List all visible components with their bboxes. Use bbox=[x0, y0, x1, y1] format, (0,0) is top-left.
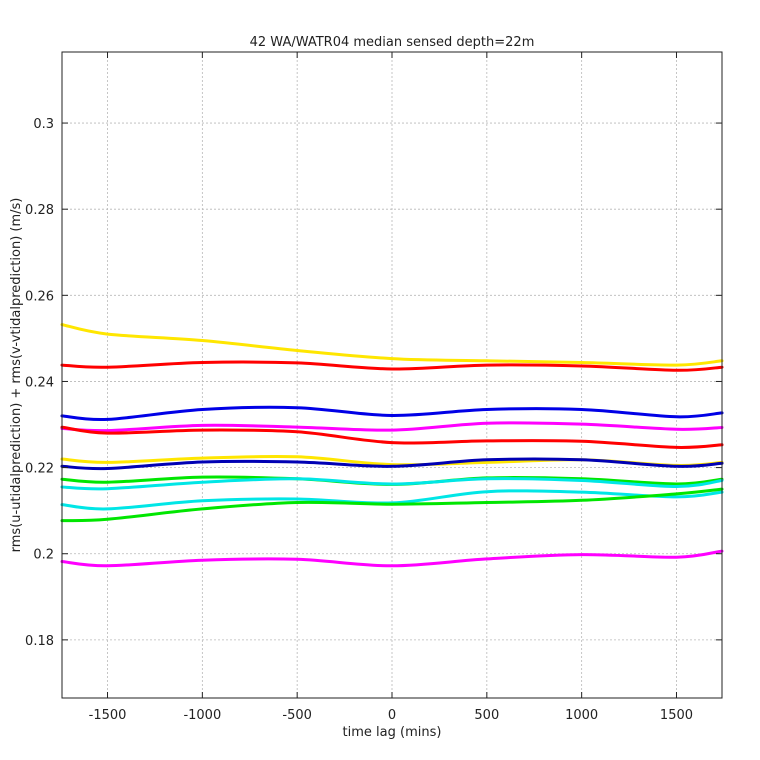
series-line bbox=[60, 457, 724, 471]
series-line bbox=[60, 323, 724, 367]
y-tick-label: 0.26 bbox=[25, 289, 54, 304]
series-line bbox=[60, 425, 724, 449]
y-tick-label: 0.18 bbox=[25, 634, 54, 649]
y-tick-label: 0.24 bbox=[25, 375, 54, 390]
series-line bbox=[60, 477, 724, 491]
y-axis-title: rms(u-utidalprediction) + rms(v-vtidalpr… bbox=[9, 198, 24, 553]
chart-title: 42 WA/WATR04 median sensed depth=22m bbox=[250, 35, 535, 50]
x-tick-label: -1500 bbox=[89, 708, 127, 723]
x-tick-label: -1000 bbox=[183, 708, 221, 723]
tick-marks bbox=[62, 52, 722, 698]
series-line bbox=[60, 549, 724, 568]
x-tick-labels: -1500 -1000 -500 0 500 1000 1500 bbox=[89, 708, 693, 723]
x-tick-label: 1000 bbox=[565, 708, 598, 723]
y-tick-label: 0.2 bbox=[33, 548, 54, 563]
x-axis-title: time lag (mins) bbox=[343, 725, 442, 740]
y-tick-label: 0.22 bbox=[25, 462, 54, 477]
x-tick-label: 500 bbox=[474, 708, 499, 723]
x-tick-label: 0 bbox=[388, 708, 396, 723]
y-tick-label: 0.28 bbox=[25, 203, 54, 218]
y-tick-label: 0.3 bbox=[33, 117, 54, 132]
x-tick-label: -500 bbox=[282, 708, 312, 723]
y-tick-labels: 0.18 0.2 0.22 0.24 0.26 0.28 0.3 bbox=[25, 117, 54, 649]
series-line bbox=[60, 487, 724, 523]
series-line bbox=[60, 405, 724, 422]
series-line bbox=[60, 360, 724, 372]
series-lines bbox=[60, 323, 724, 568]
grid bbox=[62, 52, 722, 698]
x-tick-label: 1500 bbox=[660, 708, 693, 723]
series-line bbox=[60, 421, 724, 433]
